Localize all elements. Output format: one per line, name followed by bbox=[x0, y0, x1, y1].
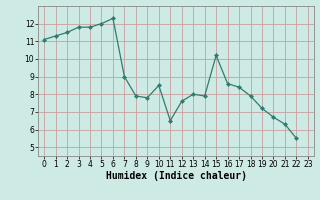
X-axis label: Humidex (Indice chaleur): Humidex (Indice chaleur) bbox=[106, 171, 246, 181]
